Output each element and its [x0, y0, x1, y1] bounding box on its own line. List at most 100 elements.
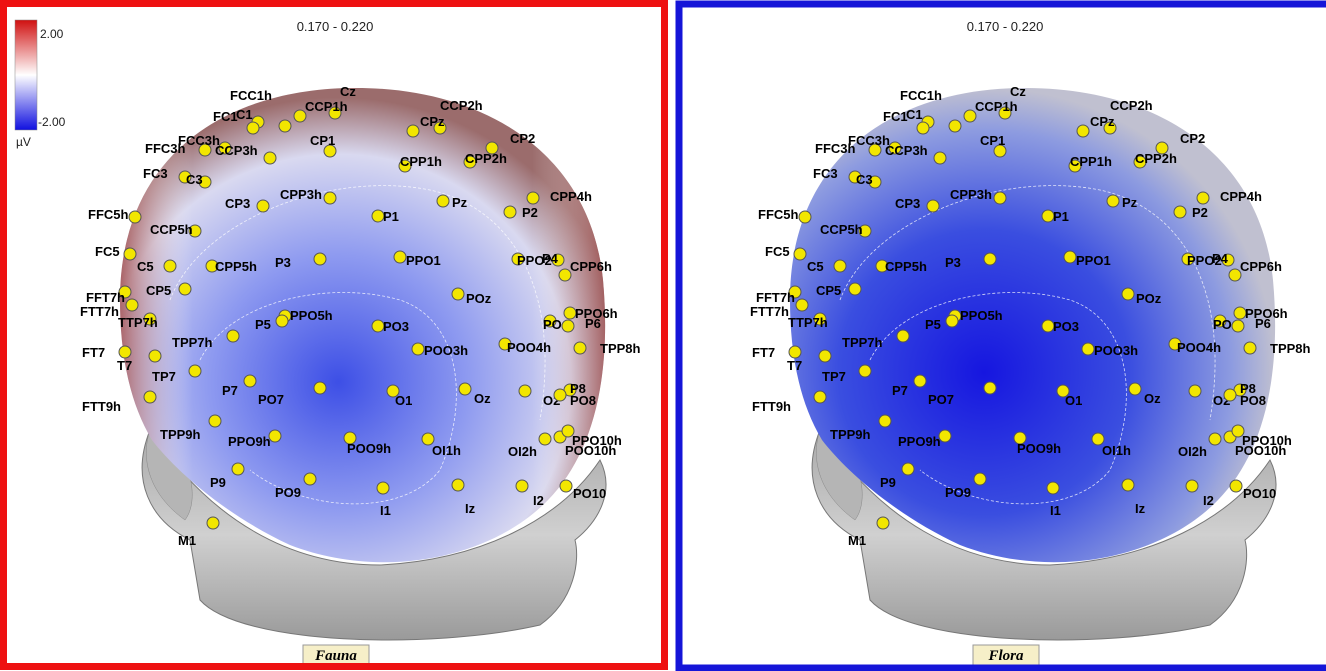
colorbar-unit: µV [16, 135, 31, 149]
electrode [179, 283, 191, 295]
electrode-label: OI1h [432, 443, 461, 458]
electrode-label: P7 [892, 383, 908, 398]
electrode-label: CP3 [895, 196, 920, 211]
electrode [437, 195, 449, 207]
electrode-label: CCP1h [305, 99, 348, 114]
electrode-label: CP1 [980, 133, 1005, 148]
electrode-label: C3 [186, 172, 203, 187]
electrode [796, 299, 808, 311]
electrode [799, 211, 811, 223]
electrode-label: P4 [542, 251, 559, 266]
electrode [834, 260, 846, 272]
electrode [1209, 433, 1221, 445]
electrode-label: PPO1 [406, 253, 441, 268]
electrode-label: CP2 [510, 131, 535, 146]
electrode [452, 288, 464, 300]
electrode-label: P6 [585, 316, 601, 331]
colorbar: 2.00 -2.00 µV [15, 20, 66, 149]
colorbar-max: 2.00 [40, 27, 64, 41]
electrode [126, 299, 138, 311]
electrode-label: POO9h [347, 441, 391, 456]
electrode-label: C5 [807, 259, 824, 274]
panel-flora: 0.170 - 0.220FCC1hCzCCP1hC1FC1CCP2hCPzCP… [750, 19, 1311, 665]
electrode-label: FCC1h [230, 88, 272, 103]
electrode-label: OI2h [1178, 444, 1207, 459]
electrode-label: POO10h [1235, 443, 1286, 458]
electrode-label: FC1 [883, 109, 908, 124]
electrode-label: POO3h [424, 343, 468, 358]
electrode-label: PO3 [1053, 319, 1079, 334]
electrode [949, 120, 961, 132]
electrode-label: Oz [474, 391, 491, 406]
electrode-label: P5 [925, 317, 941, 332]
colorbar-min: -2.00 [38, 115, 66, 129]
electrode-label: Iz [465, 501, 476, 516]
electrode-label: PPO9h [898, 434, 941, 449]
electrode-label: FTT9h [752, 399, 791, 414]
electrode-label: CPP4h [550, 189, 592, 204]
electrode [1186, 480, 1198, 492]
electrode-label: P6 [1255, 316, 1271, 331]
electrode [1174, 206, 1186, 218]
electrode-label: TPP8h [600, 341, 641, 356]
electrode-label: CCP5h [820, 222, 863, 237]
electrode [1082, 343, 1094, 355]
electrode [927, 200, 939, 212]
electrode-label: M1 [848, 533, 866, 548]
electrode-label: FFC5h [758, 207, 799, 222]
electrode-label: POO10h [565, 443, 616, 458]
electrode-label: TTP7h [788, 315, 828, 330]
electrode [519, 385, 531, 397]
electrode-label: T7 [117, 358, 132, 373]
electrode-label: FTT7h [750, 304, 789, 319]
electrode-label: TTP7h [118, 315, 158, 330]
electrode-label: CP3 [225, 196, 250, 211]
electrode-label: PO8 [1240, 393, 1266, 408]
electrode-label: CCP3h [215, 143, 258, 158]
electrode [1189, 385, 1201, 397]
electrode [269, 430, 281, 442]
electrode-label: PPO5h [290, 308, 333, 323]
electrode-label: TP7 [152, 369, 176, 384]
electrode [144, 391, 156, 403]
electrode [1047, 482, 1059, 494]
electrode-label: O1 [395, 393, 412, 408]
electrode [939, 430, 951, 442]
time-window: 0.170 - 0.220 [297, 19, 374, 34]
head: 0.170 - 0.220FCC1hCzCCP1hC1FC1CCP2hCPzCP… [750, 19, 1311, 665]
electrode [1122, 479, 1134, 491]
electrode [314, 253, 326, 265]
electrode-label: P2 [1192, 205, 1208, 220]
electrode [247, 122, 259, 134]
electrode [516, 480, 528, 492]
electrode-label: CCP2h [1110, 98, 1153, 113]
electrode-label: CPP3h [280, 187, 322, 202]
electrode [1224, 389, 1236, 401]
electrode-label: CPP2h [1135, 151, 1177, 166]
electrode-label: POO4h [1177, 340, 1221, 355]
electrode [789, 346, 801, 358]
electrode-label: Iz [1135, 501, 1146, 516]
electrode [879, 415, 891, 427]
electrode-label: CCP2h [440, 98, 483, 113]
electrode-label: FFT7h [86, 290, 125, 305]
electrode [164, 260, 176, 272]
electrode-label: FFC5h [88, 207, 129, 222]
electrode-label: P5 [255, 317, 271, 332]
electrode [877, 517, 889, 529]
electrode-label: CCP5h [150, 222, 193, 237]
electrode [304, 473, 316, 485]
electrode-label: POO3h [1094, 343, 1138, 358]
electrode [257, 200, 269, 212]
electrode [562, 320, 574, 332]
electrode-label: I1 [1050, 503, 1061, 518]
electrode [527, 192, 539, 204]
electrode [279, 120, 291, 132]
electrode [914, 375, 926, 387]
electrode-label: CCP3h [885, 143, 928, 158]
electrode [276, 315, 288, 327]
electrode-label: C5 [137, 259, 154, 274]
electrode-label: FC1 [213, 109, 238, 124]
electrode-label: P4 [1212, 251, 1229, 266]
electrode [1244, 342, 1256, 354]
